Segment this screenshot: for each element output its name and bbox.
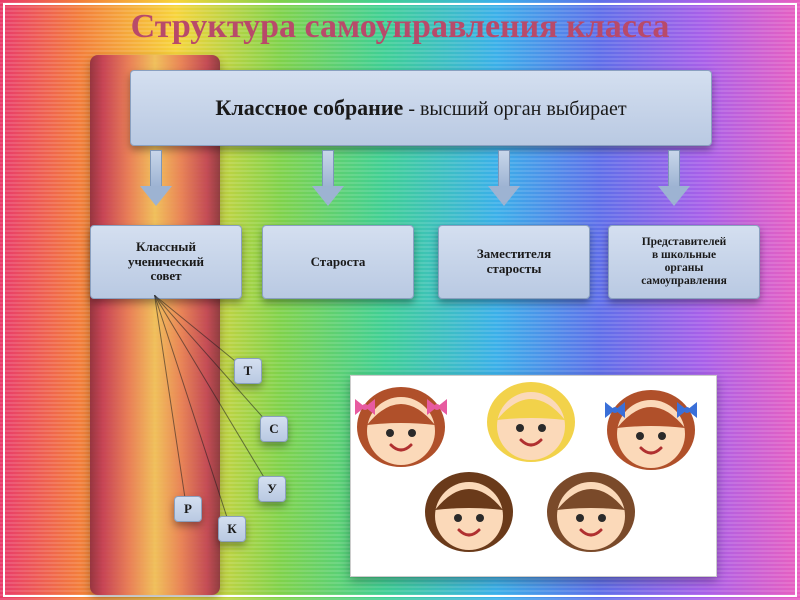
sub-box-reps: Представителейв школьныеорганысамоуправл… (608, 225, 760, 299)
letter-badge-text: Р (184, 502, 192, 517)
main-box-bold: Классное собрание (215, 95, 403, 120)
face-girl-brown (425, 472, 513, 552)
face-boy-blond (487, 382, 575, 462)
arrow-down-starosta (312, 150, 342, 210)
letter-badge-У: У (258, 476, 286, 502)
letter-badge-К: К (218, 516, 246, 542)
arrow-down-council (140, 150, 170, 210)
letter-badge-Т: Т (234, 358, 262, 384)
letter-badge-С: С (260, 416, 288, 442)
children-faces-svg (351, 376, 716, 576)
arrow-down-deputy (488, 150, 518, 210)
sub-box-label: Староста (311, 255, 366, 270)
main-box-rest: - высший орган выбирает (403, 98, 626, 120)
letter-badge-text: У (267, 482, 277, 497)
arrow-down-reps (658, 150, 688, 210)
face-girl-pink-bow (355, 387, 447, 467)
letter-badge-text: С (269, 422, 278, 437)
sub-box-label: Классныйученическийсовет (128, 240, 204, 285)
letter-badge-text: Т (244, 364, 253, 379)
letter-badge-Р: Р (174, 496, 202, 522)
sub-box-label: Представителейв школьныеорганысамоуправл… (641, 236, 727, 289)
sub-box-council: Классныйученическийсовет (90, 225, 242, 299)
slide-title: Структура самоуправления класса (0, 8, 800, 46)
children-faces-panel (350, 375, 717, 577)
sub-box-starosta: Староста (262, 225, 414, 299)
sub-box-label: Заместителястаросты (477, 247, 551, 277)
sub-box-deputy: Заместителястаросты (438, 225, 590, 299)
face-girl-blue-bow (605, 390, 697, 470)
face-boy-brown (547, 472, 635, 552)
main-box-class-meeting: Классное собрание - высший орган выбирае… (130, 70, 712, 146)
letter-badge-text: К (227, 522, 236, 537)
